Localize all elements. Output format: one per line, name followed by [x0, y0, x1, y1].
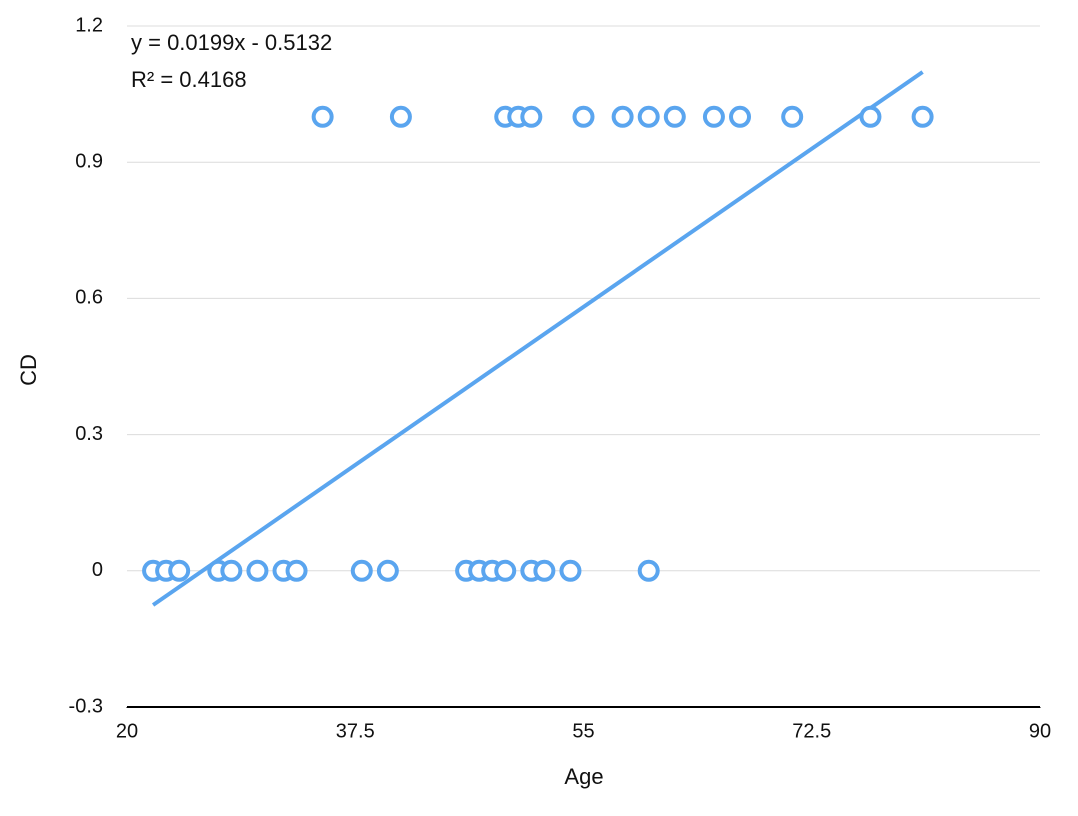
scatter-point — [859, 105, 882, 128]
y-tick-label: -0.3 — [69, 695, 103, 717]
y-tick-label: 0.6 — [75, 287, 103, 309]
scatter-point — [637, 559, 660, 582]
y-tick-label: 1.2 — [75, 14, 103, 36]
x-tick-label: 90 — [1029, 720, 1051, 742]
scatter-point — [168, 559, 191, 582]
scatter-point — [350, 559, 373, 582]
scatter-point — [311, 105, 334, 128]
x-tick-label: 20 — [116, 720, 138, 742]
trendline — [151, 70, 924, 607]
y-axis-title: CD — [16, 354, 41, 386]
trend-r-squared: R² = 0.4168 — [131, 67, 247, 92]
x-tick-label: 37.5 — [336, 720, 375, 742]
scatter-point — [781, 105, 804, 128]
scatter-point — [220, 559, 243, 582]
scatter-point — [911, 105, 934, 128]
x-tick-label: 55 — [572, 720, 594, 742]
scatter-point — [702, 105, 725, 128]
scatter-point — [729, 105, 752, 128]
x-axis-title: Age — [564, 764, 603, 789]
y-tick-label: 0.3 — [75, 423, 103, 445]
x-tick-label: 72.5 — [792, 720, 831, 742]
scatter-point — [611, 105, 634, 128]
scatter-point — [533, 559, 556, 582]
scatter-point — [572, 105, 595, 128]
scatter-point — [246, 559, 269, 582]
scatter-point — [559, 559, 582, 582]
scatter-point — [494, 559, 517, 582]
scatter-point — [376, 559, 399, 582]
scatter-point — [389, 105, 412, 128]
scatter-point — [663, 105, 686, 128]
y-tick-label: 0.9 — [75, 150, 103, 172]
trend-equation: y = 0.0199x - 0.5132 — [131, 30, 332, 55]
scatter-point — [520, 105, 543, 128]
y-tick-label: 0 — [92, 559, 103, 581]
scatter-point — [285, 559, 308, 582]
scatter-point — [637, 105, 660, 128]
